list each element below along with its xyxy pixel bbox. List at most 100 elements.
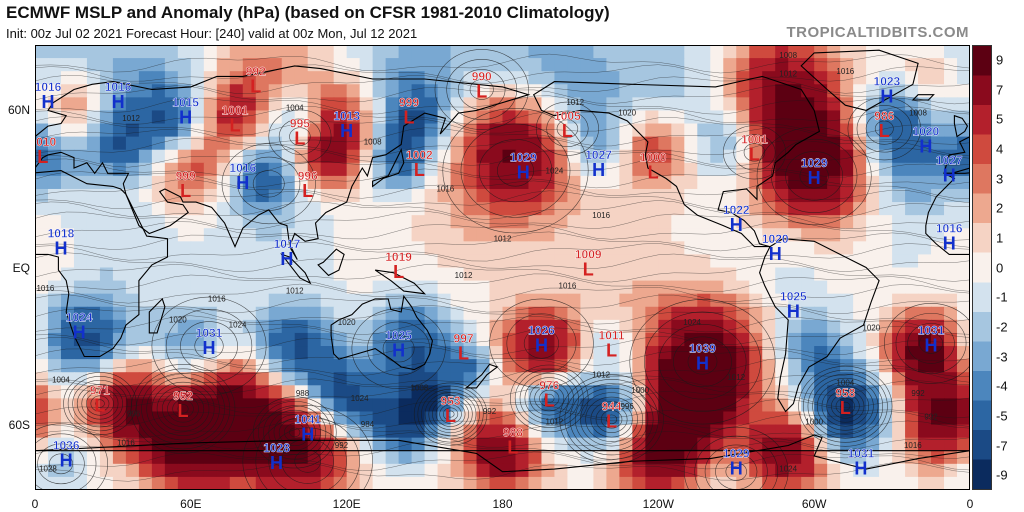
colorbar-label: -4 <box>996 378 1008 394</box>
low-symbol: L <box>178 401 189 421</box>
anomaly-shading <box>35 45 970 490</box>
coastline-borneo <box>317 248 345 277</box>
center-value: 1027 <box>936 153 963 167</box>
map-title: ECMWF MSLP and Anomaly (hPa) (based on C… <box>6 3 610 22</box>
colorbar-label: 0 <box>996 260 1004 275</box>
center-value: 986 <box>874 109 894 123</box>
isobar-label: 992 <box>483 407 497 416</box>
low-symbol: L <box>879 121 890 141</box>
center-value: 1031 <box>848 446 875 460</box>
high-symbol: H <box>535 335 548 355</box>
colorbar-label: 5 <box>996 111 1004 127</box>
coastline-africa <box>35 170 169 358</box>
colorbar-label: -9 <box>996 467 1008 483</box>
center-value: 1026 <box>528 323 555 337</box>
center-value: 1005 <box>554 109 581 123</box>
low-symbol: L <box>37 147 48 167</box>
isobar-label: 1024 <box>779 465 797 474</box>
coastline-new-guinea <box>374 269 427 295</box>
isobar-label: 1024 <box>229 321 247 330</box>
source-credit[interactable]: TROPICALTIDBITS.COM <box>786 24 969 41</box>
center-value: 995 <box>290 117 310 131</box>
coastline-antarctica <box>35 434 970 490</box>
coastline-iceland <box>911 94 935 101</box>
high-symbol: H <box>41 92 54 112</box>
isobar-label: 1016 <box>36 284 54 293</box>
longitude-label: 120E <box>332 497 361 511</box>
isobar-label: 1012 <box>122 114 140 123</box>
center-value: 1001 <box>222 104 249 118</box>
low-symbol: L <box>544 390 555 410</box>
high-symbol: H <box>592 160 605 180</box>
high-symbol: H <box>730 458 743 478</box>
high-symbol: H <box>730 215 743 235</box>
center-value: 1036 <box>53 439 80 453</box>
center-value: 1028 <box>263 441 290 455</box>
center-value: 1023 <box>874 75 901 89</box>
low-symbol: L <box>180 181 191 201</box>
center-value: 996 <box>298 169 318 183</box>
coastline-south-america <box>759 238 880 413</box>
map-frame <box>35 45 970 490</box>
low-symbol: L <box>749 144 760 164</box>
center-value: 1018 <box>48 227 75 241</box>
coastline-new-zealand <box>464 363 499 389</box>
isobar-label: 1000 <box>805 418 823 427</box>
low-symbol: L <box>294 129 305 149</box>
center-value: 1002 <box>406 148 433 162</box>
low-symbol: L <box>562 121 573 141</box>
isobar-label: 996 <box>127 410 141 419</box>
longitude-label: 0 <box>31 497 39 511</box>
center-value: 1029 <box>801 156 828 170</box>
low-symbol: L <box>583 260 594 280</box>
isobar-label: 1016 <box>836 67 854 76</box>
center-value: 1016 <box>229 161 256 175</box>
colorbar-label: -2 <box>996 319 1008 335</box>
colorbar-label: -3 <box>996 349 1008 364</box>
low-symbol: L <box>606 411 617 431</box>
isobar-label: 1008 <box>909 109 927 118</box>
longitude-label: 60E <box>180 497 202 511</box>
low-symbol: L <box>94 396 105 416</box>
mslp-anomaly-map[interactable]: 1008 1012 1016 1008 1004 1008 1012 1012 1020 1024… <box>35 45 970 490</box>
isobar-label: 1020 <box>862 323 880 332</box>
low-symbol: L <box>648 163 659 183</box>
high-symbol: H <box>854 458 867 478</box>
center-value: 1027 <box>585 148 612 162</box>
coastline-australia <box>330 294 433 371</box>
high-symbol: H <box>943 233 956 253</box>
center-value: 1013 <box>333 109 360 123</box>
center-value: 1011 <box>599 329 625 343</box>
colorbar-label: -5 <box>996 408 1008 424</box>
isobar-label: 1012 <box>727 373 745 382</box>
coastline-north-america <box>532 75 821 248</box>
high-symbol: H <box>270 453 283 473</box>
high-symbol: H <box>880 87 893 107</box>
isobar-label: 992 <box>924 412 938 421</box>
longitude-label: 60W <box>801 497 827 511</box>
high-symbol: H <box>54 239 67 259</box>
isobar-label: 1012 <box>566 98 584 107</box>
center-value: 1015 <box>172 96 199 110</box>
isobar-label: 996 <box>620 402 634 411</box>
